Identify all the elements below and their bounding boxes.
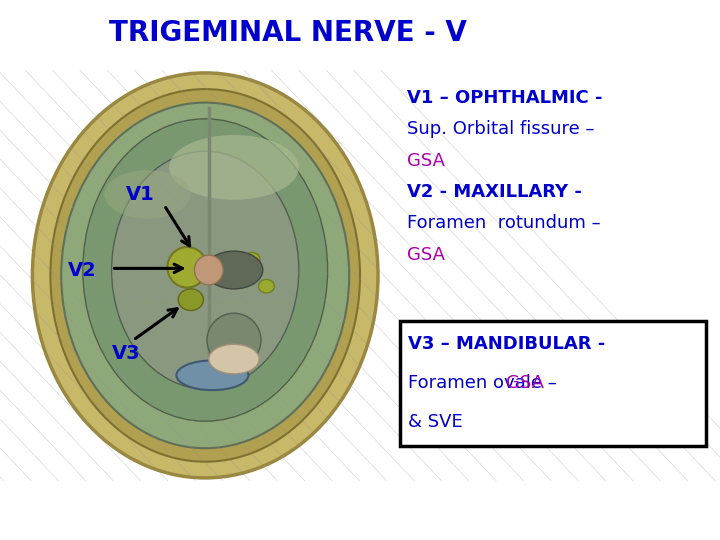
- Text: V3: V3: [112, 344, 140, 363]
- Ellipse shape: [169, 135, 299, 200]
- Ellipse shape: [209, 345, 259, 374]
- Ellipse shape: [50, 89, 360, 462]
- Ellipse shape: [167, 247, 207, 287]
- Text: Sup. Orbital fissure –: Sup. Orbital fissure –: [407, 120, 594, 138]
- Text: GSA: GSA: [506, 374, 544, 391]
- Text: & SVE: & SVE: [408, 413, 463, 430]
- Ellipse shape: [32, 73, 378, 478]
- Text: Foramen ovale –: Foramen ovale –: [408, 374, 563, 391]
- Text: Foramen  rotundum –: Foramen rotundum –: [407, 214, 600, 232]
- Ellipse shape: [83, 119, 328, 421]
- Bar: [400, 321, 706, 446]
- Text: V1: V1: [126, 185, 155, 204]
- Text: GSA: GSA: [407, 246, 445, 264]
- Ellipse shape: [258, 280, 274, 293]
- Ellipse shape: [179, 289, 203, 310]
- Text: V1 – OPHTHALMIC -: V1 – OPHTHALMIC -: [407, 89, 603, 107]
- Text: V3 – MANDIBULAR -: V3 – MANDIBULAR -: [408, 335, 606, 353]
- Text: GSA: GSA: [407, 152, 445, 170]
- Ellipse shape: [176, 361, 248, 390]
- Text: V2 - MAXILLARY -: V2 - MAXILLARY -: [407, 183, 582, 201]
- Ellipse shape: [207, 313, 261, 367]
- Ellipse shape: [205, 251, 263, 289]
- Ellipse shape: [194, 255, 223, 285]
- Ellipse shape: [61, 103, 349, 448]
- Text: V2: V2: [68, 260, 97, 280]
- Ellipse shape: [112, 151, 299, 389]
- Ellipse shape: [244, 252, 260, 266]
- Text: TRIGEMINAL NERVE - V: TRIGEMINAL NERVE - V: [109, 19, 467, 47]
- Ellipse shape: [104, 170, 191, 219]
